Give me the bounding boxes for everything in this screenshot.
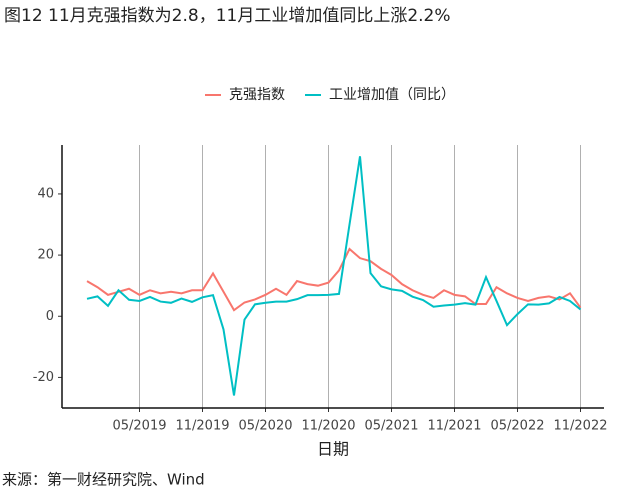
- chart-title: 图12 11月克强指数为2.8，11月工业增加值同比上涨2.2%: [4, 6, 451, 26]
- x-tick-label: 05/2020: [238, 419, 292, 434]
- x-tick-label: 11/2020: [301, 419, 355, 434]
- legend-label: 工业增加值（同比）: [329, 87, 455, 103]
- x-tick-label: 11/2021: [427, 419, 481, 434]
- y-tick-label: 0: [46, 309, 54, 324]
- y-tick-label: 40: [37, 186, 54, 201]
- y-tick-label: 20: [37, 248, 54, 263]
- x-tick-label: 05/2019: [112, 419, 166, 434]
- x-tick-label: 05/2021: [364, 419, 418, 434]
- x-tick-label: 11/2022: [553, 419, 607, 434]
- y-tick-label: -20: [33, 370, 54, 385]
- legend-label: 克强指数: [229, 87, 285, 103]
- x-tick-label: 05/2022: [490, 419, 544, 434]
- x-tick-label: 11/2019: [175, 419, 229, 434]
- series-line: [86, 156, 582, 396]
- x-axis-title: 日期: [317, 440, 349, 459]
- series-line: [86, 247, 582, 312]
- source-note: 来源：第一财经研究院、Wind: [2, 471, 205, 489]
